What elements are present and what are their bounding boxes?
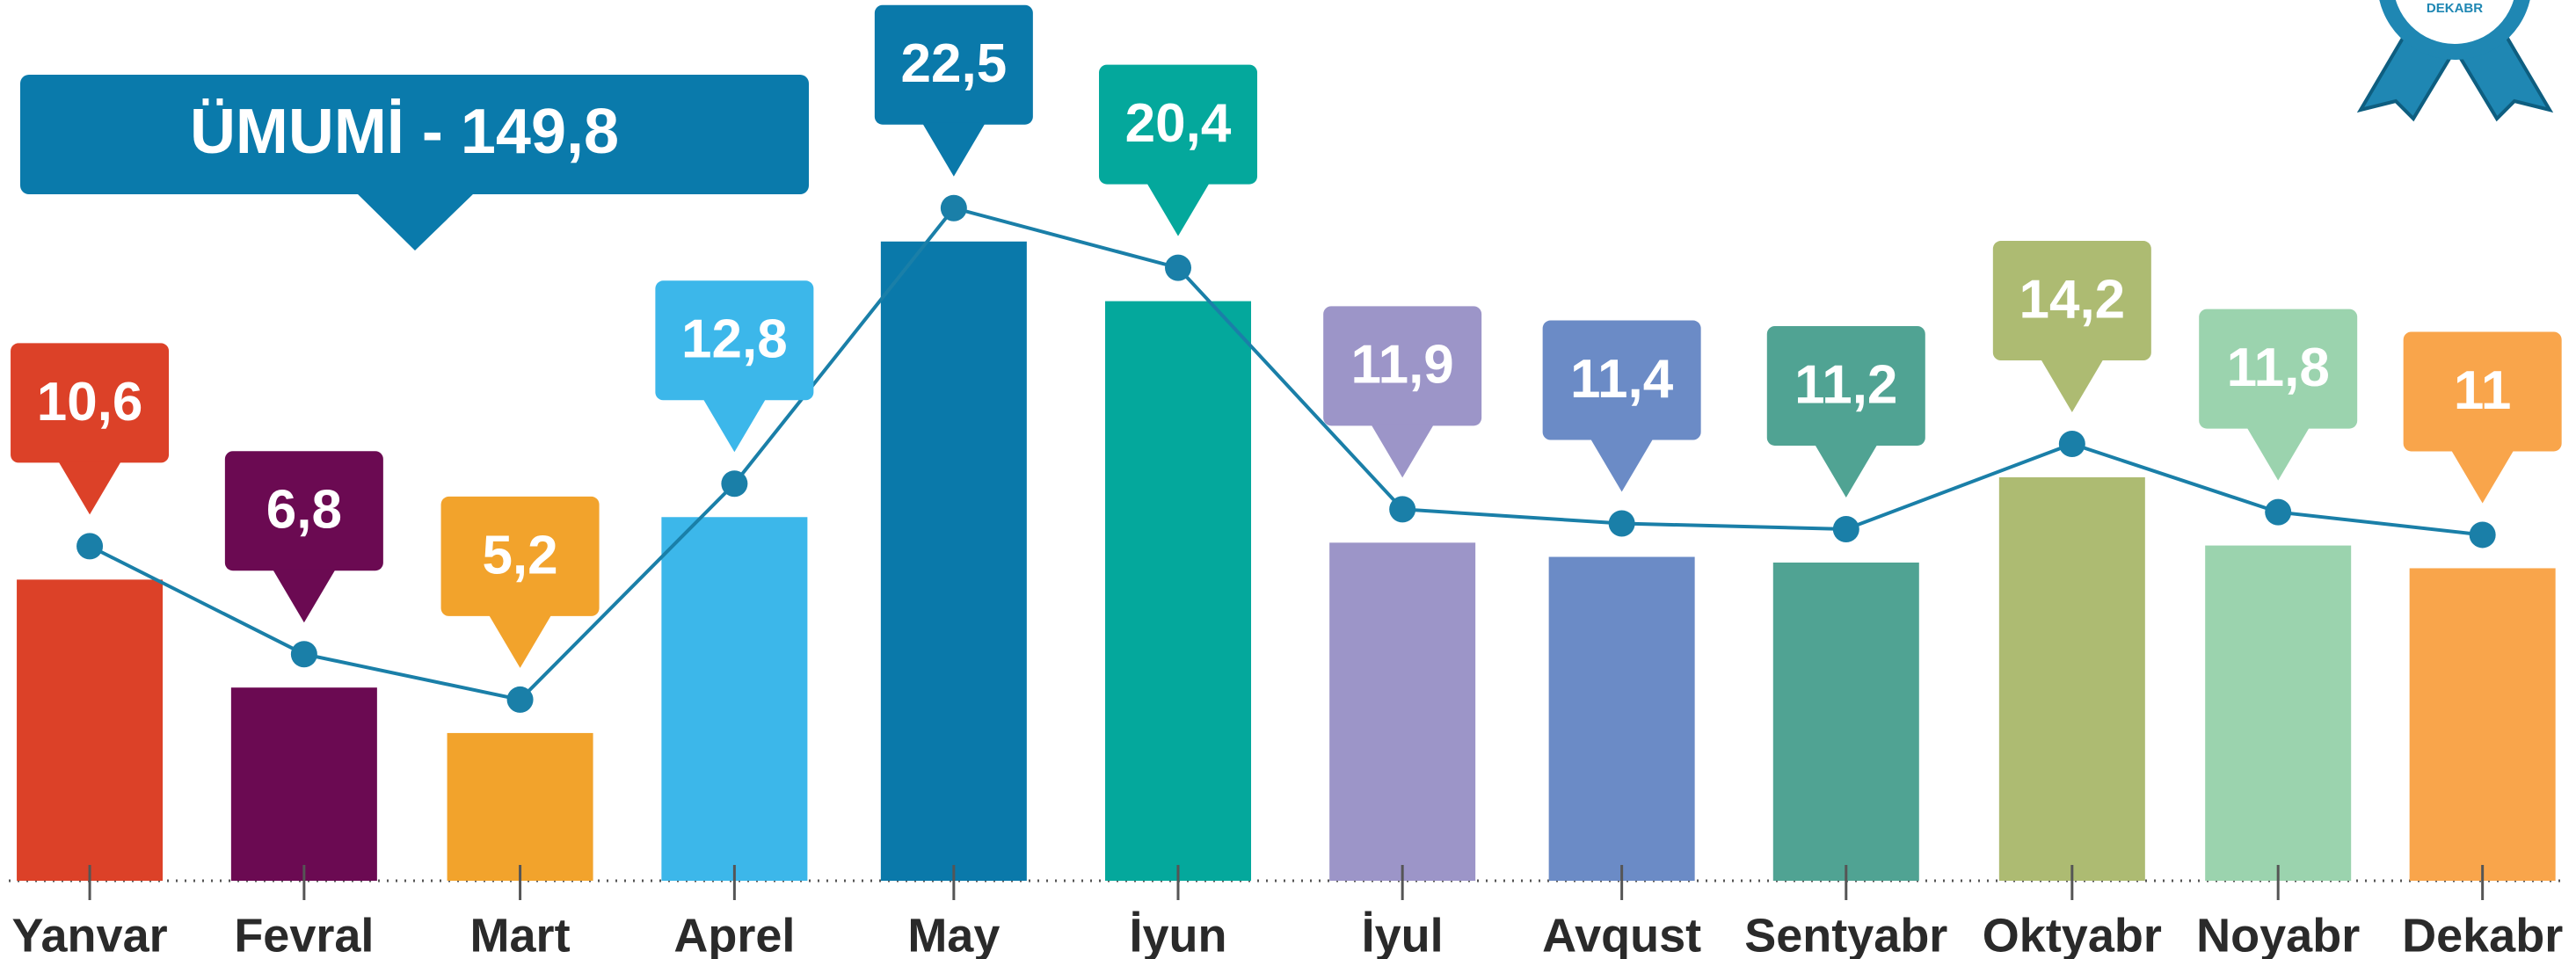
total-callout: ÜMUMİ - 149,8 [20,75,809,251]
value-callout: 10,6 [11,343,170,515]
value-callout: 11,8 [2199,309,2358,481]
line-point [721,470,748,498]
x-tick-label: May [907,909,1000,959]
bar [230,687,377,881]
callout-pointer [1814,443,1878,498]
value-label: 5,2 [482,525,557,585]
line-point [1608,510,1635,537]
callout-pointer [58,461,122,515]
callout-pointer [272,569,336,623]
callout-pointer [1590,438,1654,492]
line-point [1389,496,1416,523]
value-callout: 11,9 [1323,306,1482,478]
value-label: 14,2 [2019,269,2125,330]
x-tick-label: Yanvar [11,909,167,959]
callout-box [2199,309,2358,429]
value-callout: 5,2 [440,496,600,668]
value-callout: 6,8 [224,451,383,623]
badge-text: DEKABR [2427,1,2483,16]
line-point [290,641,317,668]
x-tick-label: Sentyabr [1744,909,1947,959]
value-callout: 11 [2403,331,2562,504]
callout-box [224,451,383,571]
callout-box [1323,306,1482,426]
callout-box [1099,64,1258,185]
value-label: 6,8 [266,480,342,541]
value-label: 12,8 [681,309,788,370]
line-point [2058,431,2085,458]
value-label: 11,8 [2227,338,2330,398]
x-tick-label: Aprel [673,909,795,959]
line-point [2469,521,2496,549]
bar [1998,477,2145,881]
callout-box [1992,241,2151,361]
value-label: 11,4 [1570,349,1674,410]
callout-pointer [488,614,552,668]
value-label: 10,6 [37,372,143,432]
bar [661,517,808,881]
value-callout: 11,2 [1766,325,1925,498]
total-box [20,75,809,194]
value-label: 11,9 [1351,335,1454,396]
value-callout: 12,8 [655,280,814,453]
value-label: 22,5 [901,33,1008,94]
x-tick-label: İyul [1362,909,1444,959]
callout-pointer [1371,424,1435,478]
value-callout: 14,2 [1992,241,2151,413]
x-tick-label: Oktyabr [1983,909,2162,959]
value-label: 11 [2454,360,2512,421]
line [89,206,2483,702]
total-text: ÜMUMİ - 149,8 [190,97,619,167]
callout-box [874,4,1033,125]
bar [17,579,164,881]
callout-pointer [1146,182,1211,236]
bar [447,732,593,881]
callout-box [655,280,814,401]
line-point [2265,498,2292,526]
bar [2409,568,2556,881]
bar [1329,542,1476,881]
x-tick-label: Avqust [1542,909,1701,959]
bar [880,241,1027,881]
callout-pointer [2246,426,2310,481]
badge: DEKABR [2356,0,2554,122]
line-point [76,533,104,560]
x-tick-label: Dekabr [2402,909,2563,959]
value-callout: 20,4 [1099,64,1258,236]
bar [1548,556,1695,881]
bar [1772,562,1919,881]
value-callout: 22,5 [874,4,1033,177]
value-callout: 11,4 [1542,320,1701,492]
callout-box [1766,325,1925,446]
line-point [506,686,534,713]
callout-box [11,343,170,463]
callout-pointer [921,122,986,177]
value-label: 20,4 [1125,93,1232,154]
callout-pointer [702,398,767,453]
callout-box [2403,331,2562,452]
line-point [1832,515,1859,542]
x-tick-label: Noyabr [2196,909,2360,959]
x-tick-label: İyun [1130,909,1227,959]
callout-box [440,496,600,616]
x-tick-label: Fevral [234,909,374,959]
x-tick-label: Mart [470,909,571,959]
bar [2205,545,2352,881]
line-point [940,194,967,222]
value-label: 11,2 [1794,354,1897,415]
callout-pointer [2040,359,2104,413]
callout-box [1542,320,1701,440]
callout-pointer [2450,449,2514,504]
line-point [1165,254,1192,281]
bar [1105,301,1252,881]
